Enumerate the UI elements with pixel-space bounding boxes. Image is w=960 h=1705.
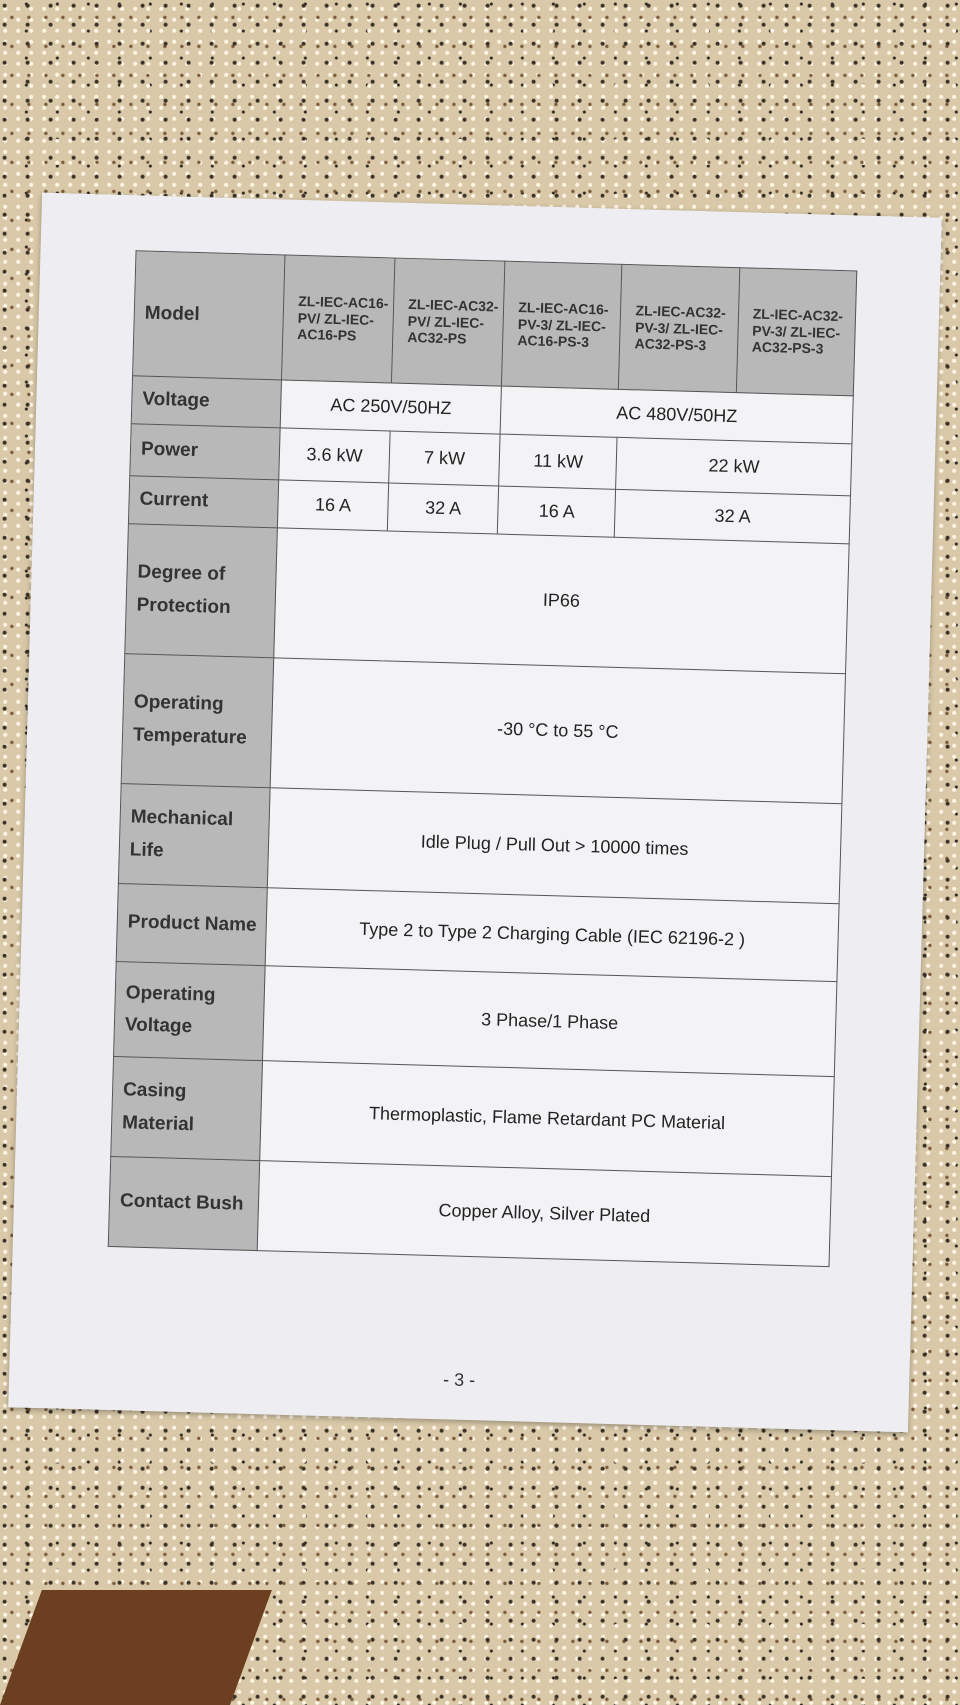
- row-label: Degree of Protection: [124, 523, 278, 658]
- spec-row: Degree of Protection IP66: [124, 523, 850, 674]
- page-number: - 3 -: [442, 1369, 476, 1391]
- cell: 11 kW: [498, 434, 618, 490]
- wooden-edge: [0, 1590, 272, 1705]
- row-value: 3 Phase/1 Phase: [262, 965, 837, 1077]
- manual-page: Model ZL-IEC-AC16-PV/ ZL-IEC-AC16-PS ZL-…: [8, 192, 942, 1433]
- cell: 32 A: [387, 482, 499, 535]
- cell: 16 A: [277, 479, 389, 531]
- model-row: Model ZL-IEC-AC16-PV/ ZL-IEC-AC16-PS ZL-…: [132, 250, 857, 396]
- spec-table: Model ZL-IEC-AC16-PV/ ZL-IEC-AC16-PS ZL-…: [108, 250, 858, 1267]
- row-label: Contact Bush: [108, 1156, 260, 1251]
- row-label: Mechanical Life: [118, 783, 271, 888]
- model-cell: ZL-IEC-AC32-PV-3/ ZL-IEC-AC32-PS-3: [618, 264, 740, 393]
- cell: 7 kW: [388, 430, 501, 487]
- spec-row: Contact Bush Copper Alloy, Silver Plated: [108, 1156, 832, 1267]
- row-label: Product Name: [116, 883, 268, 966]
- row-label: Current: [128, 475, 279, 528]
- model-cell: ZL-IEC-AC32-PV/ ZL-IEC-AC32-PS: [391, 258, 506, 387]
- model-cell: ZL-IEC-AC16-PV-3/ ZL-IEC-AC16-PS-3: [501, 261, 623, 390]
- row-label: Power: [129, 423, 281, 480]
- row-value: -30 °C to 55 °C: [270, 657, 846, 804]
- cell: AC 250V/50HZ: [280, 379, 502, 435]
- row-label: Casing Material: [110, 1056, 263, 1161]
- cell: 16 A: [497, 486, 617, 538]
- row-value: IP66: [273, 527, 850, 674]
- cell: 3.6 kW: [278, 427, 391, 483]
- row-label: Operating Temperature: [121, 653, 274, 788]
- row-label: Operating Voltage: [113, 961, 266, 1061]
- model-cell: ZL-IEC-AC32-PV-3/ ZL-IEC-AC32-PS-3: [736, 267, 857, 396]
- cell: 32 A: [614, 489, 851, 544]
- row-label: Voltage: [131, 375, 282, 428]
- model-cell: ZL-IEC-AC16-PV/ ZL-IEC-AC16-PS: [281, 254, 396, 384]
- row-label: Model: [132, 250, 285, 380]
- row-value: Thermoplastic, Flame Retardant PC Materi…: [259, 1060, 835, 1177]
- row-value: Copper Alloy, Silver Plated: [257, 1160, 832, 1267]
- row-value: Idle Plug / Pull Out > 10000 times: [267, 787, 842, 904]
- cell: 22 kW: [616, 437, 852, 496]
- spec-row: Operating Temperature -30 °C to 55 °C: [121, 653, 846, 804]
